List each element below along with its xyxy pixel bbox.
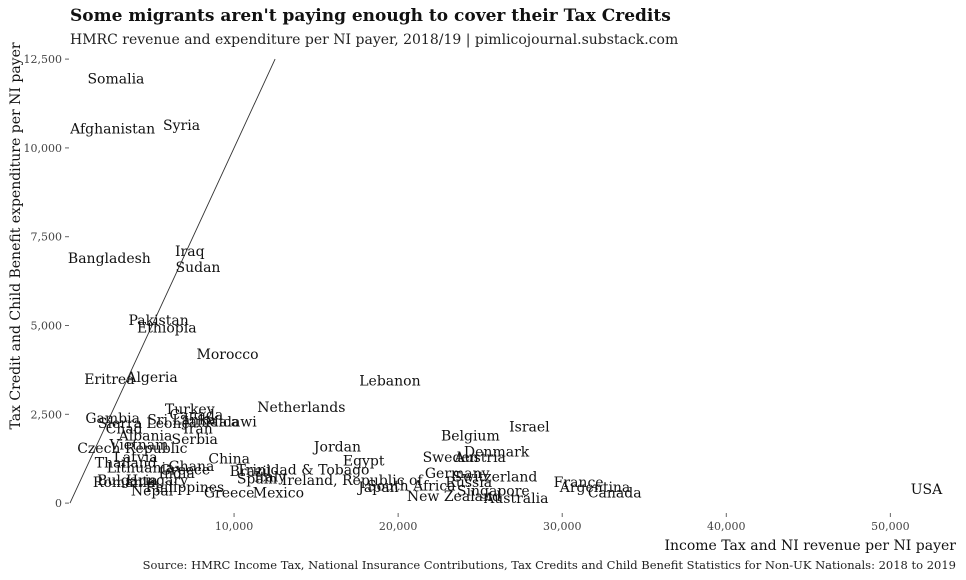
- point-label: Trinidad & Tobago: [236, 462, 369, 478]
- point-label: France: [554, 475, 604, 491]
- point-label: Morocco: [197, 347, 259, 363]
- point-label: South Africa: [367, 478, 456, 494]
- point-label: Japan: [356, 480, 398, 496]
- y-tick-label: 2,500: [31, 408, 63, 421]
- point-label: Philippines: [145, 480, 224, 496]
- point-label: Italy: [254, 469, 286, 485]
- point-label: Chad: [106, 422, 143, 438]
- point-label: Netherlands: [257, 400, 345, 416]
- point-label: USA: [911, 482, 943, 498]
- point-label: Egypt: [343, 453, 385, 469]
- point-label: Canada: [588, 485, 642, 501]
- point-label: New Zealand: [407, 489, 501, 505]
- point-label: Iraq: [175, 244, 205, 260]
- point-label: Lithuania: [107, 461, 175, 477]
- x-tick-label: 30,000: [543, 520, 582, 533]
- point-label: India: [158, 466, 194, 482]
- point-label: Ethiopia: [137, 320, 197, 336]
- point-label: Australia: [483, 491, 548, 507]
- point-label: Bangladesh: [68, 251, 151, 267]
- point-label: Nepal: [131, 484, 174, 500]
- point-label: Canada: [169, 407, 223, 423]
- y-tick-label: 5,000: [31, 320, 63, 333]
- x-tick-label: 40,000: [707, 520, 746, 533]
- point-label: Sudan: [176, 260, 221, 276]
- point-label: Malawi: [205, 414, 257, 430]
- point-label: Greece: [160, 462, 211, 478]
- points: Somalia Afghanistan Syria Bangladesh IraqSud…: [68, 72, 943, 507]
- point-label: Jamaica: [181, 414, 239, 430]
- x-axis-label: Income Tax and NI revenue per NI payer: [664, 538, 956, 554]
- y-tick-label: 12,500: [24, 53, 63, 66]
- point-label: Denmark: [464, 445, 530, 461]
- reference-line-path: [69, 58, 276, 504]
- point-label: Spain: [237, 471, 277, 487]
- y-axis-label: Tax Credit and Child Benefit expenditure…: [8, 42, 24, 429]
- point-label: Albania: [118, 429, 173, 445]
- x-tick-label: 50,000: [871, 520, 910, 533]
- point-label: Argentina: [559, 480, 631, 496]
- point-label: Ghana: [168, 459, 214, 475]
- point-label: Latvia: [114, 450, 158, 466]
- point-label: Somalia: [87, 72, 144, 88]
- x-tick-label: 10,000: [215, 520, 254, 533]
- point-label: Austria: [453, 450, 505, 466]
- axes: 0 2,500 5,000 7,500 10,000 12,500 10,000 20,000…: [24, 53, 910, 533]
- point-label: Belgium: [441, 429, 500, 445]
- point-label: Bulgaria: [97, 473, 158, 489]
- point-label: Pakistan: [128, 313, 188, 329]
- point-label: Greece: [204, 485, 255, 501]
- point-label: Mexico: [253, 485, 304, 501]
- chart-subtitle: HMRC revenue and expenditure per NI paye…: [70, 32, 679, 48]
- point-label: Russia: [445, 475, 492, 491]
- point-label: Iran: [183, 422, 213, 438]
- point-label: Turkey: [165, 402, 215, 418]
- point-label: Sierra Leone: [98, 416, 190, 432]
- point-label: Gambia: [85, 411, 140, 427]
- point-label: Brazil: [230, 464, 272, 480]
- point-label: Romania: [93, 475, 155, 491]
- chart-caption: Source: HMRC Income Tax, National Insura…: [142, 558, 956, 572]
- point-label: Afghanistan: [69, 121, 155, 137]
- point-label: Czech Republic: [77, 441, 187, 457]
- y-tick-label: 7,500: [31, 231, 63, 244]
- point-label: Sri Lanka: [147, 413, 216, 429]
- point-label: Thailand: [95, 455, 157, 471]
- y-tick-label: 0: [55, 497, 62, 510]
- point-label: Sweden: [423, 450, 479, 466]
- point-label: Ireland, Republic of: [282, 473, 425, 489]
- point-label: Syria: [163, 118, 200, 134]
- point-label: Vietnam: [108, 438, 168, 454]
- point-label: China: [208, 452, 250, 468]
- point-label: Serbia: [172, 432, 218, 448]
- point-label: Switzerland: [453, 469, 538, 485]
- point-label: Singapore: [457, 484, 530, 500]
- point-label: Lebanon: [359, 374, 420, 390]
- point-label: Germany: [425, 466, 490, 482]
- x-tick-label: 20,000: [379, 520, 418, 533]
- point-label: Jordan: [312, 439, 361, 455]
- point-label: Israel: [509, 420, 550, 436]
- point-label: Algeria: [125, 370, 177, 386]
- y-tick-label: 10,000: [24, 142, 63, 155]
- point-label: Hungary: [126, 473, 188, 489]
- point-label: Eritrea: [84, 372, 134, 388]
- chart-title: Some migrants aren't paying enough to co…: [70, 6, 671, 26]
- reference-line: [69, 58, 276, 504]
